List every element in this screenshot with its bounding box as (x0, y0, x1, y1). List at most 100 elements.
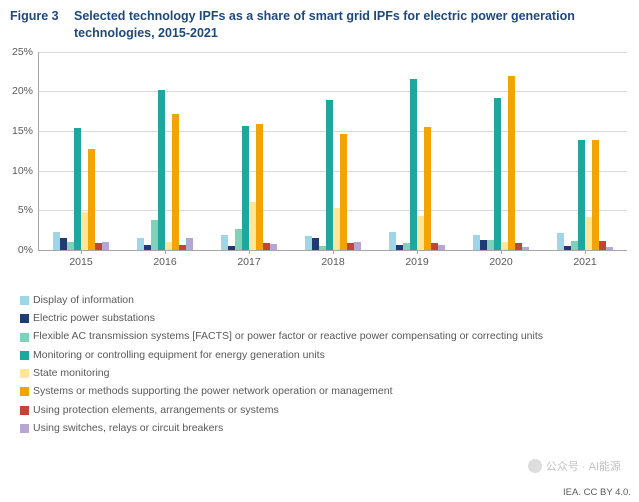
bar (67, 242, 74, 250)
legend-label: Using protection elements, arrangements … (33, 402, 279, 419)
figure-header: Figure 3 Selected technology IPFs as a s… (0, 0, 639, 46)
bar (487, 240, 494, 250)
bar (578, 140, 585, 250)
year-group (123, 52, 207, 250)
legend-swatch (20, 333, 29, 342)
bar (480, 240, 487, 250)
bar (53, 232, 60, 249)
x-tick (333, 250, 334, 254)
bar (88, 149, 95, 250)
bar (396, 245, 403, 250)
legend-label: Using switches, relays or circuit breake… (33, 420, 223, 437)
bar (564, 246, 571, 250)
legend-swatch (20, 387, 29, 396)
x-tick (417, 250, 418, 254)
legend-swatch (20, 424, 29, 433)
bar (81, 212, 88, 250)
bar (137, 238, 144, 250)
legend-swatch (20, 314, 29, 323)
bar (501, 242, 508, 250)
legend-label: Monitoring or controlling equipment for … (33, 347, 325, 364)
x-tick-label: 2017 (237, 256, 260, 268)
figure-number: Figure 3 (10, 8, 74, 42)
y-tick-label: 0% (18, 244, 33, 256)
bar (312, 238, 319, 250)
bar (60, 238, 67, 250)
year-group (207, 52, 291, 250)
legend-item: Flexible AC transmission systems [FACTS]… (20, 328, 629, 345)
y-tick-label: 25% (12, 46, 33, 58)
plot-area: 0%5%10%15%20%25%201520162017201820192020… (38, 52, 627, 251)
watermark: 公众号 · AI能源 (528, 458, 621, 474)
x-tick (501, 250, 502, 254)
attribution: IEA. CC BY 4.0. (563, 487, 631, 498)
bar (403, 243, 410, 249)
y-tick-label: 15% (12, 125, 33, 137)
bar (522, 247, 529, 250)
bars-layer (39, 52, 627, 250)
bar (571, 241, 578, 250)
bar (144, 245, 151, 250)
bar (606, 247, 613, 250)
y-tick-label: 20% (12, 85, 33, 97)
x-tick-label: 2021 (573, 256, 596, 268)
bar (424, 127, 431, 250)
bar (95, 243, 102, 250)
bar (347, 243, 354, 250)
legend-label: Systems or methods supporting the power … (33, 383, 393, 400)
bar (305, 236, 312, 250)
bar (228, 246, 235, 250)
legend-item: Electric power substations (20, 310, 629, 327)
figure-title: Selected technology IPFs as a share of s… (74, 8, 629, 42)
wechat-icon (528, 459, 542, 473)
legend-swatch (20, 351, 29, 360)
x-tick-label: 2015 (69, 256, 92, 268)
bar (270, 244, 277, 250)
bar (74, 128, 81, 250)
bar (389, 232, 396, 250)
bar (319, 246, 326, 250)
bar (515, 243, 522, 250)
bar (186, 238, 193, 250)
bar (235, 229, 242, 250)
legend-label: Electric power substations (33, 310, 155, 327)
bar (165, 242, 172, 250)
bar (494, 98, 501, 250)
legend-swatch (20, 406, 29, 415)
legend-label: Display of information (33, 292, 134, 309)
x-tick (249, 250, 250, 254)
bar (599, 241, 606, 250)
y-tick-label: 5% (18, 204, 33, 216)
x-tick-label: 2020 (489, 256, 512, 268)
legend-swatch (20, 296, 29, 305)
y-tick-label: 10% (12, 165, 33, 177)
legend-item: State monitoring (20, 365, 629, 382)
bar (326, 100, 333, 250)
bar (354, 242, 361, 250)
bar (431, 243, 438, 250)
bar (221, 235, 228, 250)
bar (263, 243, 270, 250)
bar (151, 220, 158, 250)
x-tick-label: 2018 (321, 256, 344, 268)
year-group (543, 52, 627, 250)
year-group (375, 52, 459, 250)
bar (592, 140, 599, 250)
legend-swatch (20, 369, 29, 378)
year-group (459, 52, 543, 250)
bar (473, 235, 480, 250)
bar (438, 245, 445, 250)
bar (557, 233, 564, 250)
year-group (39, 52, 123, 250)
legend-label: Flexible AC transmission systems [FACTS]… (33, 328, 543, 345)
bar (242, 126, 249, 250)
bar (417, 216, 424, 250)
bar (340, 134, 347, 250)
watermark-text: 公众号 · AI能源 (546, 458, 621, 474)
x-tick (165, 250, 166, 254)
bar (172, 114, 179, 250)
x-tick (81, 250, 82, 254)
x-tick-label: 2016 (153, 256, 176, 268)
legend-item: Display of information (20, 292, 629, 309)
bar (410, 79, 417, 250)
